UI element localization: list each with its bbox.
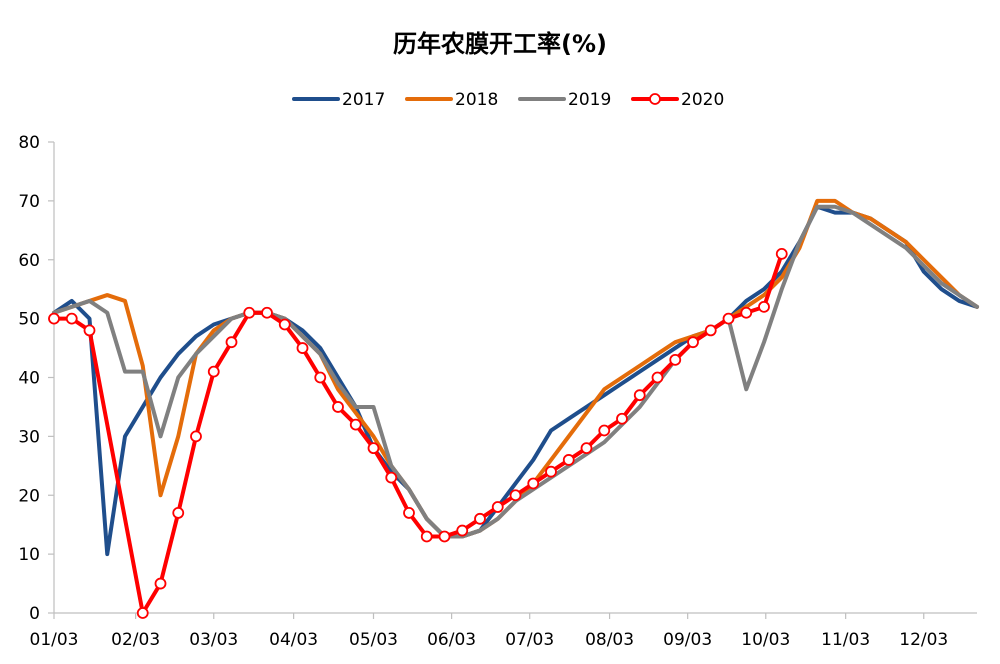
x-tick-label: 10/03 — [741, 630, 790, 650]
legend-marker — [649, 93, 661, 105]
legend-item-2018: 2018 — [405, 90, 498, 110]
legend-label: 2017 — [342, 90, 385, 110]
data-point-2020 — [616, 412, 628, 425]
data-point-2020 — [83, 324, 96, 337]
data-point-2020 — [545, 465, 557, 478]
data-point-2020 — [669, 353, 682, 366]
data-point-2020 — [633, 389, 646, 402]
data-point-2020 — [758, 300, 770, 313]
data-point-2020 — [207, 365, 220, 378]
data-point-2020 — [722, 312, 735, 325]
y-tick-label: 70 — [18, 192, 40, 212]
data-point-2020 — [403, 507, 415, 519]
legend-label: 2019 — [568, 90, 611, 110]
data-point-2020 — [296, 342, 309, 354]
data-point-2020 — [385, 471, 398, 484]
data-point-2020 — [136, 607, 149, 619]
x-tick-label: 06/03 — [427, 630, 476, 650]
x-tick-label: 09/03 — [663, 630, 712, 650]
y-tick-label: 30 — [18, 427, 40, 447]
data-point-2020 — [420, 530, 433, 543]
chart-title: 历年农膜开工率(%) — [393, 30, 607, 58]
data-point-2020 — [651, 371, 664, 384]
legend-item-2017: 2017 — [292, 90, 385, 110]
legend-label: 2018 — [455, 90, 498, 110]
data-point-2020 — [48, 312, 60, 325]
data-point-2020 — [775, 247, 788, 260]
data-point-2020 — [367, 442, 380, 455]
data-point-2020 — [278, 318, 291, 331]
legend-label: 2020 — [681, 90, 724, 110]
x-tick-label: 05/03 — [349, 630, 398, 650]
x-tick-label: 04/03 — [269, 630, 318, 650]
data-point-2020 — [474, 512, 486, 525]
y-tick-label: 20 — [18, 486, 40, 506]
x-tick-label: 01/03 — [30, 630, 79, 650]
data-point-2020 — [314, 371, 327, 384]
data-point-2020 — [456, 524, 469, 537]
x-tick-label: 11/03 — [821, 630, 870, 650]
series-2020 — [48, 247, 788, 619]
x-axis: 01/03 02/03 03/03 04/03 05/03 06/03 07/03 08/03… — [30, 612, 977, 650]
data-point-2020 — [580, 442, 593, 455]
legend-item-2019: 2019 — [518, 90, 611, 110]
x-tick-label: 07/03 — [505, 630, 554, 650]
y-tick-label: 10 — [18, 545, 40, 565]
data-point-2020 — [349, 418, 362, 431]
series-line-2020 — [52, 251, 784, 615]
legend-item-2020: 2020 — [631, 90, 724, 110]
legend: 2017 2018 2019 2020 — [292, 90, 724, 110]
data-point-2020 — [509, 489, 522, 502]
y-tick-label: 40 — [18, 369, 40, 389]
data-point-2020 — [527, 477, 540, 490]
x-tick-label: 08/03 — [585, 630, 634, 650]
data-point-2020 — [332, 401, 344, 413]
data-point-2020 — [598, 424, 611, 437]
data-point-2020 — [704, 324, 717, 337]
data-point-2020 — [687, 336, 699, 349]
y-tick-label: 50 — [18, 310, 40, 330]
data-point-2020 — [172, 507, 185, 519]
data-point-2020 — [225, 336, 238, 349]
data-point-2020 — [740, 306, 753, 319]
y-axis: 0 10 20 30 40 50 60 70 80 — [18, 133, 55, 624]
x-tick-label: 12/03 — [899, 630, 948, 650]
data-point-2020 — [562, 454, 575, 466]
data-point-2020 — [261, 306, 273, 319]
data-point-2020 — [190, 430, 202, 443]
series-layer — [48, 198, 979, 619]
data-point-2020 — [491, 501, 504, 513]
y-tick-label: 80 — [18, 133, 40, 153]
x-tick-label: 02/03 — [111, 630, 160, 650]
y-tick-label: 60 — [18, 251, 40, 271]
data-point-2020 — [243, 306, 256, 319]
data-point-2020 — [154, 577, 167, 590]
x-tick-label: 03/03 — [189, 630, 238, 650]
y-tick-label: 0 — [29, 604, 40, 624]
data-point-2020 — [438, 530, 451, 543]
data-point-2020 — [65, 312, 78, 325]
